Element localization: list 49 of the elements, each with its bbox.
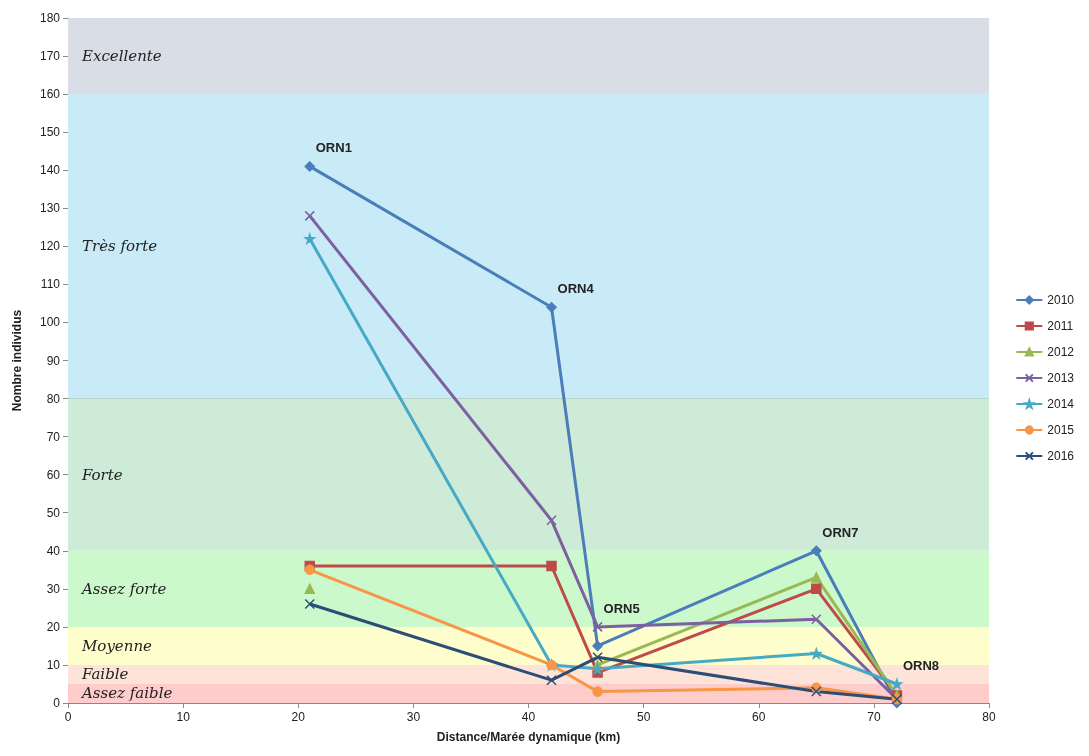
x-tick-label: 80 [982,710,996,724]
x-tick-label: 10 [176,710,191,724]
y-tick-label: 20 [46,619,61,634]
annotation: ORN5 [603,600,640,616]
legend-label: 2016 [1047,449,1075,463]
y-tick-label: 120 [39,239,61,254]
x-tick-label: 50 [636,710,651,724]
y-tick-label: 100 [39,315,61,330]
x-tick-label: 30 [406,710,421,724]
annotation: ORN4 [557,281,595,297]
y-tick-label: 0 [53,696,61,710]
x-tick-label: 40 [521,710,536,724]
band-label: Très forte [82,237,158,256]
band-label: Excellente [81,47,162,66]
legend-label: 2015 [1047,423,1075,437]
y-tick-label: 40 [46,543,61,558]
x-tick-label: 20 [291,710,306,724]
annotation: ORN8 [902,657,940,673]
y-tick-label: 150 [39,125,61,140]
y-tick-label: 30 [46,581,61,596]
y-tick-label: 180 [39,11,61,25]
y-tick-label: 140 [39,163,61,178]
band-label: Moyenne [81,636,153,655]
y-tick-label: 70 [46,429,61,444]
y-tick-label: 10 [46,657,61,672]
y-tick-label: 160 [39,87,61,102]
y-axis-title: Nombre individus [10,309,24,412]
band-label: Assez forte [80,579,167,598]
y-tick-label: 60 [46,467,61,482]
legend-label: 2011 [1047,319,1074,333]
band-label: Faible [81,665,129,684]
legend-label: 2013 [1047,371,1075,385]
x-tick-label: 70 [867,710,881,724]
annotation: ORN7 [822,524,859,540]
y-tick-label: 170 [39,49,61,64]
band-label: Forte [81,465,123,484]
x-tick-label: 0 [64,710,72,724]
legend-label: 2014 [1047,397,1075,411]
y-tick-label: 90 [46,353,61,368]
y-tick-label: 80 [46,391,61,406]
y-tick-label: 110 [40,277,61,292]
annotation: ORN1 [315,140,352,156]
legend-label: 2012 [1047,345,1075,359]
x-axis-title: Distance/Marée dynamique (km) [436,730,621,744]
legend-label: 2010 [1047,293,1075,307]
y-tick-label: 130 [39,201,61,216]
x-tick-label: 60 [752,710,766,724]
y-tick-label: 50 [46,505,61,520]
band-label: Assez faible [80,684,173,703]
